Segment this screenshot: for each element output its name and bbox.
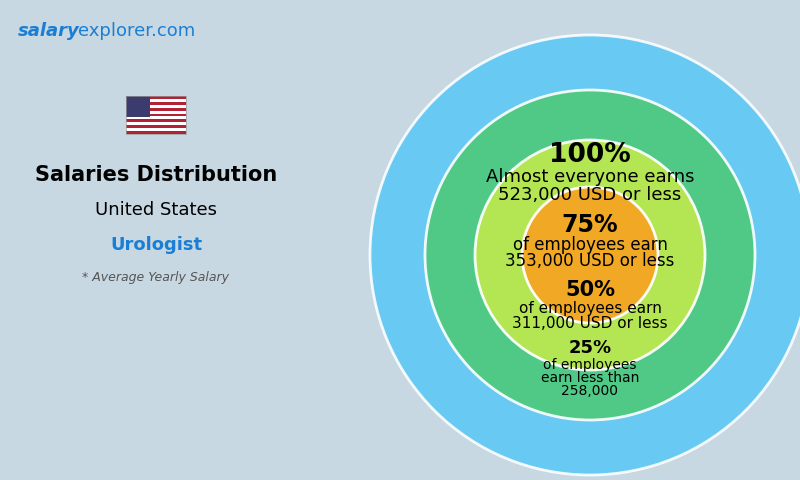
Text: 25%: 25% <box>569 339 611 357</box>
Bar <box>126 122 186 125</box>
Circle shape <box>475 140 705 370</box>
Text: United States: United States <box>95 201 217 219</box>
Text: 50%: 50% <box>565 280 615 300</box>
Circle shape <box>425 90 755 420</box>
Text: salary: salary <box>18 22 80 40</box>
Circle shape <box>522 187 658 323</box>
Text: of employees earn: of employees earn <box>518 301 662 316</box>
Text: 523,000 USD or less: 523,000 USD or less <box>498 186 682 204</box>
Bar <box>126 117 186 120</box>
Bar <box>126 96 150 117</box>
Text: earn less than: earn less than <box>541 371 639 385</box>
Text: explorer.com: explorer.com <box>78 22 195 40</box>
Bar <box>126 110 186 114</box>
Circle shape <box>370 35 800 475</box>
Bar <box>126 96 186 134</box>
Bar <box>126 99 186 102</box>
Text: Salaries Distribution: Salaries Distribution <box>35 165 277 185</box>
Text: of employees earn: of employees earn <box>513 236 667 254</box>
Bar <box>126 102 186 105</box>
Bar <box>126 120 186 122</box>
Bar <box>126 96 186 99</box>
Bar <box>126 125 186 128</box>
Text: 311,000 USD or less: 311,000 USD or less <box>512 316 668 332</box>
Text: Urologist: Urologist <box>110 236 202 254</box>
Bar <box>126 105 186 108</box>
Text: Almost everyone earns: Almost everyone earns <box>486 168 694 186</box>
Text: * Average Yearly Salary: * Average Yearly Salary <box>82 272 230 285</box>
Text: of employees: of employees <box>543 358 637 372</box>
Bar <box>126 114 186 117</box>
Bar <box>126 128 186 131</box>
Text: 258,000: 258,000 <box>562 384 618 398</box>
Text: 75%: 75% <box>562 213 618 237</box>
Bar <box>126 131 186 134</box>
Text: 353,000 USD or less: 353,000 USD or less <box>506 252 674 270</box>
Bar <box>126 108 186 110</box>
Text: 100%: 100% <box>549 142 631 168</box>
